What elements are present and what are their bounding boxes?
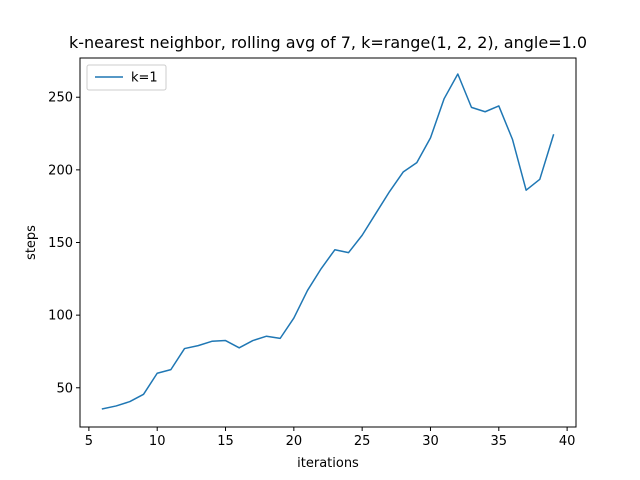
x-tick-label-25: 25 — [354, 434, 371, 449]
x-tick-label-10: 10 — [149, 434, 166, 449]
x-tick-label-15: 15 — [217, 434, 234, 449]
y-tick-label-50: 50 — [56, 381, 73, 396]
plot-area — [101, 73, 555, 410]
chart-title: k-nearest neighbor, rolling avg of 7, k=… — [69, 33, 587, 52]
y-tick-label-200: 200 — [48, 163, 73, 178]
x-tick-label-20: 20 — [286, 434, 303, 449]
legend-label-k1: k=1 — [131, 71, 158, 86]
y-axis: 50 100 150 200 250 — [48, 91, 80, 396]
x-tick-label-40: 40 — [559, 434, 576, 449]
legend: k=1 — [86, 64, 167, 91]
x-tick-label-5: 5 — [85, 434, 93, 449]
y-tick-label-250: 250 — [48, 91, 73, 106]
x-axis: 5 10 15 20 25 30 35 40 — [85, 427, 576, 449]
series-line-0 — [101, 73, 555, 410]
y-tick-label-150: 150 — [48, 236, 73, 251]
x-tick-label-35: 35 — [491, 434, 508, 449]
x-axis-label: iterations — [297, 456, 359, 471]
x-tick-label-30: 30 — [422, 434, 439, 449]
legend-box — [86, 64, 167, 91]
y-tick-label-100: 100 — [48, 309, 73, 324]
y-axis-label: steps — [24, 225, 39, 260]
